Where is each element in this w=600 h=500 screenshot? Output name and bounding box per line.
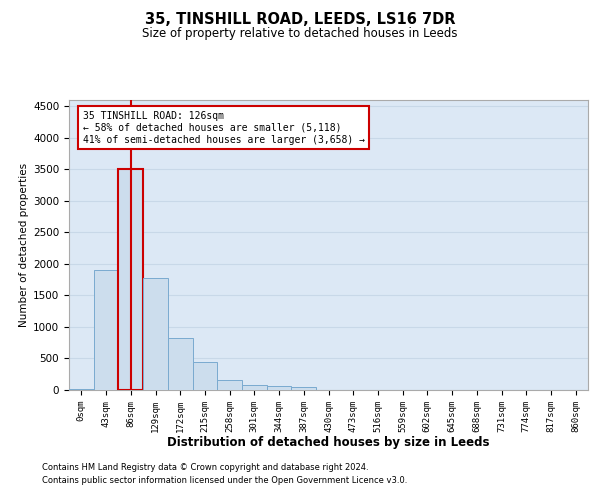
Bar	[69, 388, 94, 390]
Bar	[168, 338, 193, 390]
Bar	[242, 384, 267, 390]
Bar	[292, 387, 316, 390]
Text: Contains public sector information licensed under the Open Government Licence v3: Contains public sector information licen…	[42, 476, 407, 485]
Bar	[118, 170, 143, 390]
Bar	[94, 270, 118, 390]
X-axis label: Distribution of detached houses by size in Leeds: Distribution of detached houses by size …	[167, 436, 490, 449]
Bar	[217, 380, 242, 390]
Bar	[193, 362, 217, 390]
Bar	[267, 386, 292, 390]
Text: Size of property relative to detached houses in Leeds: Size of property relative to detached ho…	[142, 28, 458, 40]
Text: 35, TINSHILL ROAD, LEEDS, LS16 7DR: 35, TINSHILL ROAD, LEEDS, LS16 7DR	[145, 12, 455, 28]
Bar	[143, 278, 168, 390]
Text: Contains HM Land Registry data © Crown copyright and database right 2024.: Contains HM Land Registry data © Crown c…	[42, 464, 368, 472]
Text: 35 TINSHILL ROAD: 126sqm
← 58% of detached houses are smaller (5,118)
41% of sem: 35 TINSHILL ROAD: 126sqm ← 58% of detach…	[83, 112, 365, 144]
Y-axis label: Number of detached properties: Number of detached properties	[19, 163, 29, 327]
